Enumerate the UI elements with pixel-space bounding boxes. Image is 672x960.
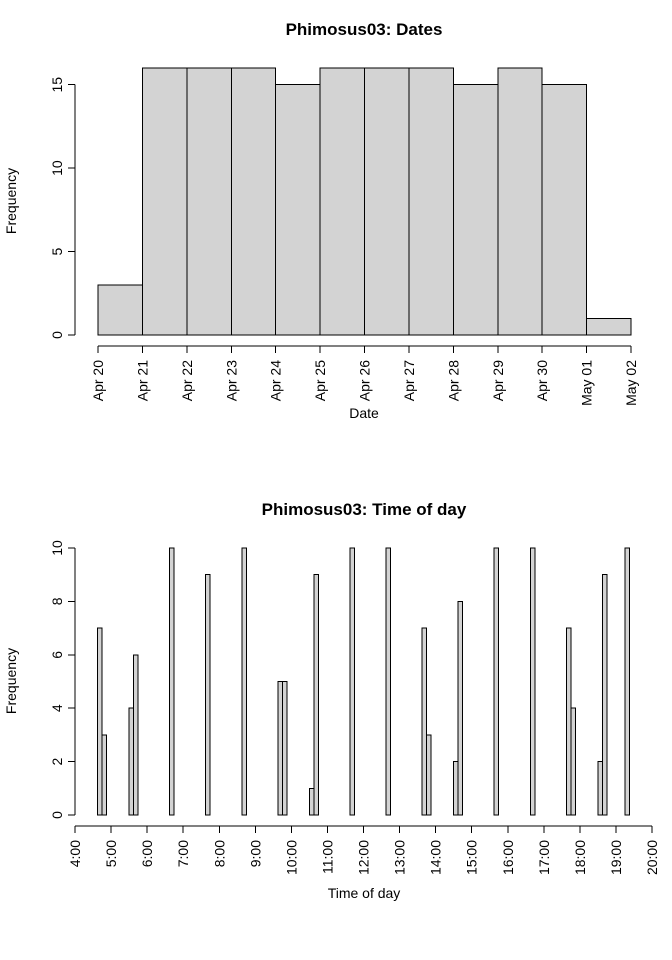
x-tick-label: Apr 30 (534, 360, 550, 401)
bar-may-01 (586, 317, 632, 336)
bar (493, 547, 500, 816)
bar-apr-21 (141, 67, 188, 336)
x-tick-label: 19:00 (608, 840, 624, 875)
bar (349, 547, 355, 816)
bar (313, 574, 319, 816)
y-axis-label: Frequency (3, 168, 19, 234)
chart-title: Phimosus03: Time of day (262, 500, 467, 519)
bars (97, 547, 630, 816)
y-tick-label: 2 (49, 757, 65, 765)
x-tick-label: 10:00 (283, 840, 299, 875)
bar-apr-29 (497, 67, 543, 336)
x-tick-label: 8:00 (211, 840, 227, 867)
x-tick-label: 5:00 (103, 840, 119, 867)
x-axis-label: Time of day (328, 885, 401, 901)
x-tick-label: Apr 20 (90, 360, 106, 401)
x-tick-label: Apr 25 (312, 360, 328, 401)
x-tick-label: Apr 21 (134, 360, 150, 401)
bar (421, 627, 428, 816)
x-tick-label: 13:00 (392, 840, 408, 875)
bar-apr-23 (230, 67, 277, 336)
bar (241, 547, 247, 816)
y-tick-label: 10 (49, 160, 65, 176)
x-tick-label: Apr 28 (445, 360, 461, 401)
bar (308, 787, 315, 816)
time-of-day-histogram: Phimosus03: Time of day Frequency Time o… (3, 500, 660, 901)
bar (601, 574, 608, 816)
bar-apr-30 (541, 84, 588, 336)
bar-apr-28 (452, 84, 499, 336)
x-tick-label: 20:00 (644, 840, 660, 875)
bar (570, 707, 576, 816)
y-axis-label: Frequency (3, 648, 19, 714)
bar (529, 547, 536, 816)
bar-apr-26 (364, 67, 410, 336)
bars (97, 67, 632, 336)
x-axis-label: Date (349, 405, 379, 421)
x-tick-label: 9:00 (247, 840, 263, 867)
x-tick-label: 16:00 (500, 840, 516, 875)
bar (169, 547, 175, 816)
chart-title: Phimosus03: Dates (286, 20, 443, 39)
y-tick-label: 6 (49, 651, 65, 659)
x-tick-label: 17:00 (536, 840, 552, 875)
x-axis: Apr 20 Apr 21 Apr 22 Apr 23 Apr 24 Apr 25 Apr … (90, 345, 639, 406)
y-tick-label: 4 (49, 704, 65, 712)
bar (128, 707, 135, 816)
bar-apr-20 (97, 284, 143, 336)
x-tick-label: Apr 29 (490, 360, 506, 401)
x-tick-label: 7:00 (175, 840, 191, 867)
x-tick-label: 18:00 (572, 840, 588, 875)
bar-apr-25 (319, 67, 366, 336)
x-tick-label: 4:00 (67, 840, 83, 867)
bar (426, 734, 432, 816)
x-tick-label: 6:00 (139, 840, 155, 867)
x-tick-label: Apr 27 (401, 360, 417, 401)
bar (281, 681, 288, 816)
x-tick-label: Apr 24 (268, 360, 284, 401)
bar (385, 547, 392, 816)
y-tick-label: 0 (49, 811, 65, 819)
y-tick-label: 10 (49, 540, 65, 556)
bar (101, 734, 108, 816)
y-axis: 0 2 4 6 8 10 (49, 540, 76, 819)
bar-apr-24 (275, 84, 321, 336)
bar (624, 547, 630, 816)
x-tick-label: 12:00 (356, 840, 372, 875)
bar (457, 600, 464, 816)
x-tick-label: Apr 22 (179, 360, 195, 401)
y-tick-label: 0 (49, 331, 65, 339)
bar (277, 681, 283, 816)
x-tick-label: May 01 (579, 360, 595, 406)
bar (597, 761, 603, 816)
x-axis: 4:00 5:00 6:00 7:00 8:00 9:00 10:00 11:00 12:00 1… (67, 825, 660, 875)
y-tick-label: 8 (49, 597, 65, 605)
x-tick-label: 15:00 (464, 840, 480, 875)
bar-apr-22 (186, 67, 232, 336)
bar (133, 654, 139, 816)
y-axis: 0 5 10 15 (49, 77, 76, 339)
x-tick-label: May 02 (623, 360, 639, 406)
x-tick-label: 11:00 (319, 840, 335, 874)
y-tick-label: 15 (49, 77, 65, 93)
x-tick-label: Apr 23 (223, 360, 239, 401)
y-tick-label: 5 (49, 247, 65, 255)
bar (565, 627, 572, 816)
bar (97, 627, 103, 816)
bar (453, 761, 459, 816)
x-tick-label: Apr 26 (357, 360, 373, 401)
bar-apr-27 (408, 67, 454, 336)
x-tick-label: 14:00 (428, 840, 444, 875)
dates-histogram: Phimosus03: Dates Frequency Date 051015 … (3, 20, 639, 421)
bar (205, 574, 211, 816)
